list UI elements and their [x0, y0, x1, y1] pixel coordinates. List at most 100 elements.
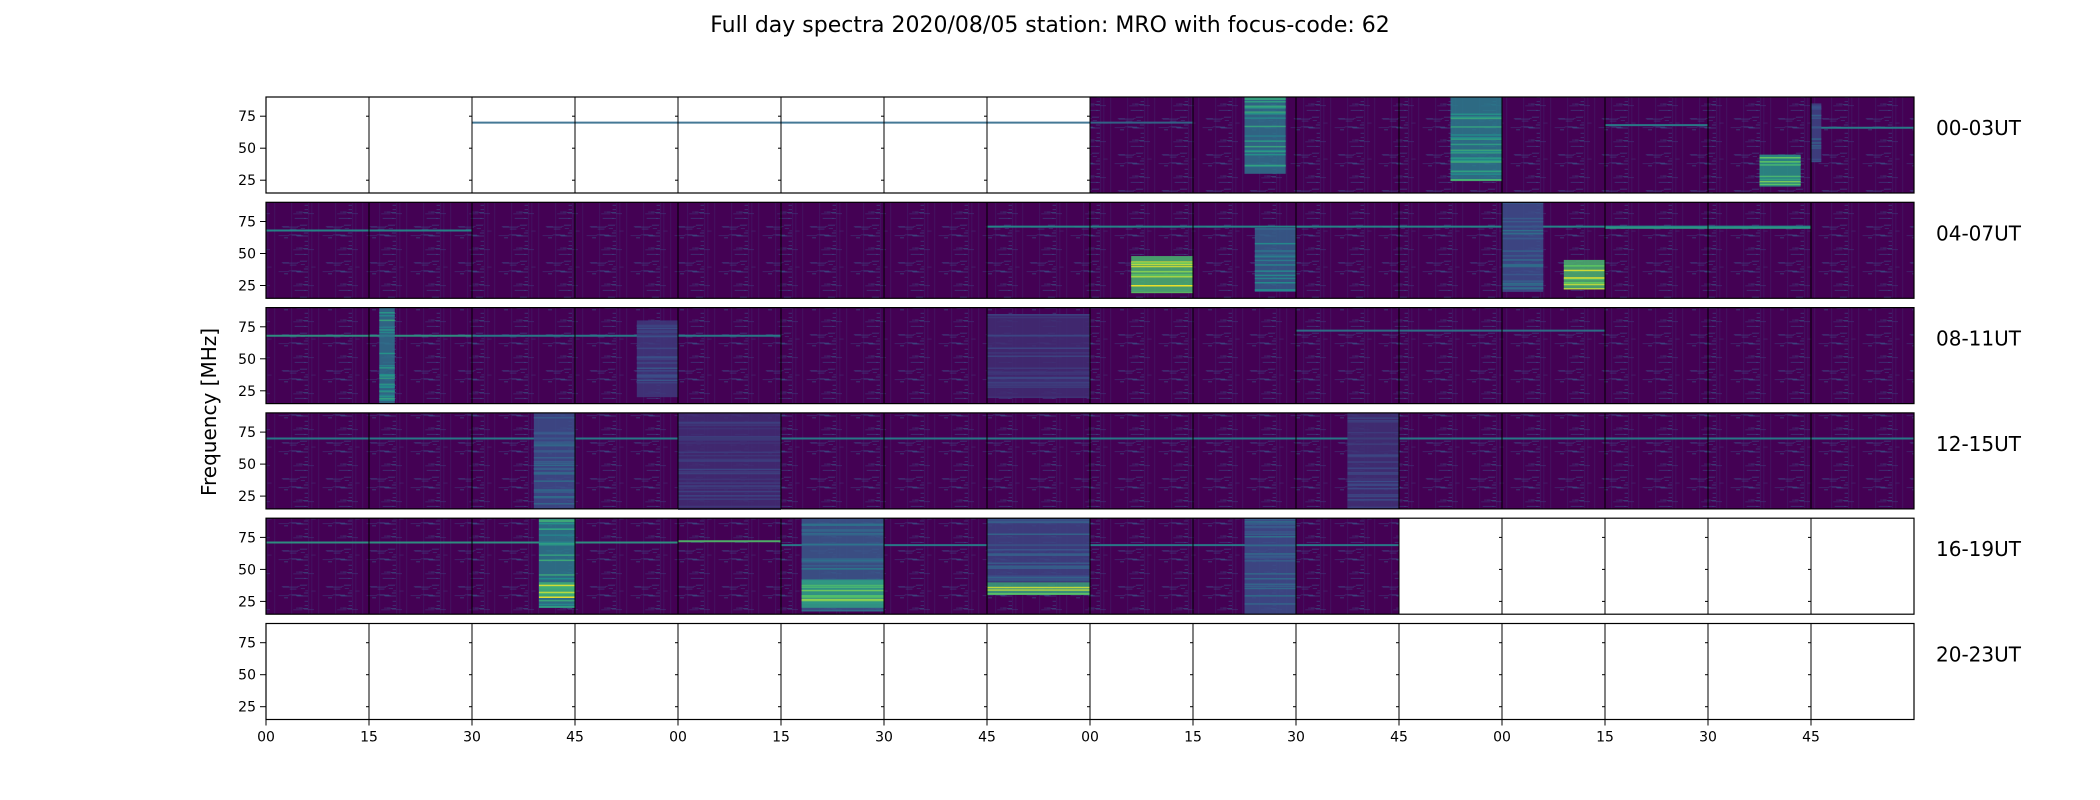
- burst-stripe: [1244, 573, 1296, 575]
- y-tick-label: 50: [238, 247, 256, 263]
- burst-stripe: [533, 462, 575, 465]
- burst-stripe: [678, 487, 781, 489]
- burst-stripe: [801, 565, 884, 567]
- burst-stripe: [533, 496, 575, 499]
- spectrogram-panel: [884, 518, 987, 615]
- burst-stripe: [538, 596, 575, 598]
- burst-region: [379, 307, 395, 404]
- burst-stripe: [1244, 553, 1296, 556]
- burst-stripe: [678, 490, 781, 493]
- burst-stripe: [801, 598, 884, 601]
- burst-stripe: [1811, 115, 1822, 117]
- burst-stripe: [1244, 536, 1296, 538]
- burst-stripe: [987, 314, 1090, 316]
- spectrogram-panel: [266, 97, 369, 193]
- x-tick-label: 00: [257, 730, 275, 746]
- burst-stripe: [379, 397, 395, 400]
- row-time-label: 20-23UT: [1936, 643, 2022, 667]
- spectrogram-panel: [266, 518, 369, 615]
- burst-stripe: [678, 485, 781, 487]
- burst-stripe: [538, 519, 575, 521]
- spectrogram-panel: [266, 202, 369, 299]
- burst-region: [801, 579, 884, 608]
- row-frame: [265, 307, 1915, 405]
- burst-stripe: [1502, 220, 1544, 223]
- burst-stripe: [1244, 107, 1286, 109]
- burst-stripe: [533, 471, 575, 474]
- burst-stripe: [538, 599, 575, 602]
- burst-stripe: [678, 442, 781, 444]
- burst-stripe: [678, 454, 781, 457]
- burst-stripe: [1244, 583, 1296, 585]
- burst-stripe: [987, 579, 1090, 581]
- burst-stripe: [1759, 180, 1801, 183]
- burst-stripe: [678, 471, 781, 473]
- burst-stripe: [678, 482, 781, 484]
- burst-stripe: [987, 380, 1090, 382]
- spectrogram-panel: [1605, 202, 1708, 299]
- spectrogram-panel: [1296, 518, 1399, 615]
- spectrogram-panel: [781, 307, 884, 404]
- burst-stripe: [1347, 461, 1399, 463]
- burst-stripe: [678, 424, 781, 427]
- burst-stripe: [1244, 98, 1286, 101]
- burst-stripe: [1254, 282, 1296, 284]
- burst-stripe: [1502, 229, 1544, 232]
- burst-stripe: [533, 432, 575, 435]
- burst-stripe: [379, 390, 395, 392]
- y-tick-label: 50: [238, 562, 256, 578]
- burst-stripe: [1563, 288, 1605, 290]
- burst-stripe: [1811, 138, 1822, 140]
- burst-stripe: [987, 373, 1090, 375]
- burst-stripe: [801, 599, 884, 602]
- burst-stripe: [801, 543, 884, 546]
- row-frame: [265, 96, 1915, 194]
- burst-region: [987, 582, 1090, 595]
- burst-region: [1347, 412, 1399, 509]
- burst-stripe: [1131, 285, 1193, 287]
- burst-stripe: [678, 422, 781, 425]
- burst-stripe: [1811, 106, 1822, 109]
- burst-stripe: [1811, 147, 1822, 149]
- burst-stripe: [1502, 273, 1544, 276]
- burst-stripe: [801, 586, 884, 588]
- spectrogram-panel: [1296, 623, 1399, 720]
- spectrogram-panel: [1605, 412, 1708, 509]
- burst-stripe: [538, 528, 575, 530]
- burst-stripe: [533, 460, 575, 463]
- y-tick-label: 25: [238, 594, 256, 610]
- burst-stripe: [1502, 202, 1544, 204]
- burst-stripe: [801, 559, 884, 561]
- burst-stripe: [1811, 160, 1822, 163]
- spectrogram-panel: [1399, 307, 1502, 404]
- burst-stripe: [538, 534, 575, 536]
- spectrogram-panel: [1296, 202, 1399, 299]
- spectrogram-panel: [884, 412, 987, 509]
- burst-stripe: [1347, 454, 1399, 456]
- burst-stripe: [1347, 499, 1399, 501]
- burst-stripe: [987, 586, 1090, 589]
- burst-stripe: [987, 316, 1090, 319]
- spectrogram-panel: [1502, 307, 1605, 404]
- burst-stripe: [379, 315, 395, 317]
- burst-stripe: [1244, 523, 1296, 525]
- burst-stripe: [1244, 521, 1296, 523]
- burst-stripe: [1347, 431, 1399, 434]
- spectrogram-panel: [678, 623, 781, 720]
- y-tick-label: 50: [238, 668, 256, 684]
- burst-stripe: [678, 451, 781, 454]
- burst-stripe: [1254, 228, 1296, 230]
- burst-stripe: [379, 399, 395, 401]
- burst-stripe: [987, 533, 1090, 535]
- burst-stripe: [1244, 125, 1286, 128]
- burst-stripe: [987, 367, 1090, 369]
- burst-stripe: [1450, 179, 1502, 181]
- burst-stripe: [1347, 484, 1399, 486]
- burst-stripe: [533, 443, 575, 445]
- burst-stripe: [379, 329, 395, 331]
- row-frame: [265, 201, 1915, 299]
- burst-stripe: [1244, 603, 1296, 605]
- burst-stripe: [678, 495, 781, 497]
- spectrogram-panel: [1605, 518, 1708, 615]
